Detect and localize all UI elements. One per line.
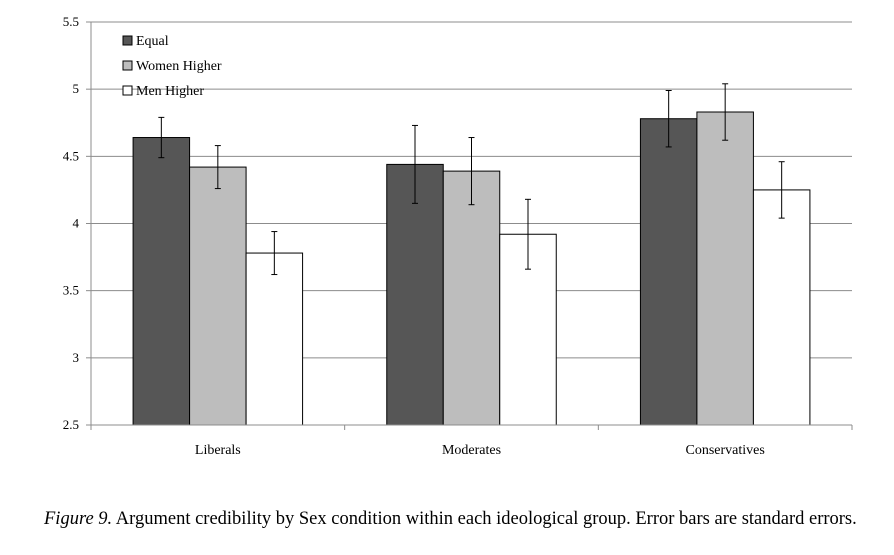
legend-label: Women Higher — [136, 59, 222, 74]
bar — [132, 137, 191, 426]
bar — [752, 189, 811, 426]
caption-text: Argument credibility by Sex condition wi… — [112, 509, 857, 529]
x-category-label: Liberals — [195, 443, 241, 458]
error-bars — [158, 83, 785, 276]
bar — [189, 166, 247, 426]
y-tick-label: 5.5 — [63, 14, 79, 29]
y-tick-label: 4.5 — [63, 148, 79, 163]
legend-swatch — [122, 60, 133, 71]
figure-label: Figure 9. — [44, 509, 113, 529]
legend-swatch — [122, 85, 133, 96]
bar — [639, 118, 698, 426]
legend-swatch — [122, 35, 133, 46]
legend-label: Men Higher — [136, 84, 204, 99]
bar — [442, 170, 501, 426]
bar-chart: 2.5 3 3.5 4 4.5 5 5.5 Liberals Moderates Conserv… — [63, 14, 853, 458]
bar — [696, 111, 754, 426]
legend: Equal Women Higher Men Higher — [122, 34, 222, 99]
y-tick-labels: 2.5 3 3.5 4 4.5 5 5.5 — [63, 14, 80, 432]
y-tick-label: 2.5 — [63, 417, 79, 432]
x-category-label: Conservatives — [686, 443, 765, 458]
y-tick-label: 5 — [73, 81, 80, 96]
x-category-labels: Liberals Moderates Conservatives — [195, 443, 765, 458]
axes — [86, 21, 853, 430]
legend-label: Equal — [136, 34, 169, 49]
y-tick-label: 4 — [73, 216, 80, 231]
y-tick-label: 3 — [73, 350, 80, 365]
bar — [245, 252, 304, 426]
figure-caption: Figure 9. Argument credibility by Sex co… — [44, 508, 874, 531]
x-category-label: Moderates — [442, 443, 501, 458]
y-tick-label: 3.5 — [63, 283, 79, 298]
